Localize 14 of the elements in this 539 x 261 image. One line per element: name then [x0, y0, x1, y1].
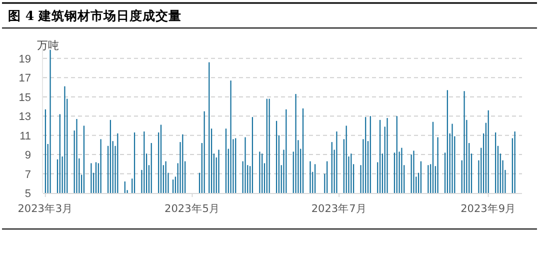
y-tick-label: 5	[24, 188, 31, 200]
y-tick-label: 19	[18, 53, 31, 66]
chart-title: 图 4 建筑钢材市场日度成交量	[8, 8, 182, 23]
x-tick-label: 2023年5月	[164, 203, 220, 215]
x-tick-label: 2023年9月	[460, 203, 516, 215]
y-tick-label: 13	[18, 111, 31, 124]
y-tick-label: 17	[18, 72, 31, 85]
y-tick-label: 15	[18, 92, 31, 104]
x-tick-label: 2023年7月	[311, 203, 367, 215]
y-tick-label: 7	[24, 168, 31, 181]
y-tick-label: 9	[24, 150, 31, 162]
x-tick-label: 2023年3月	[18, 203, 74, 215]
y-tick-label: 11	[20, 130, 31, 142]
y-axis-title: 万吨	[37, 39, 59, 52]
